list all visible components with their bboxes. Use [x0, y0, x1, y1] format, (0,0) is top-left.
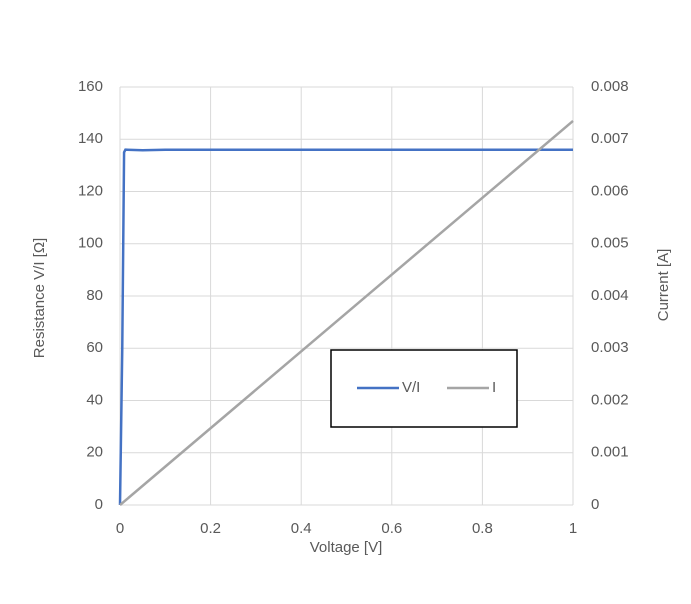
x-tick-label: 0: [116, 520, 124, 537]
x-tick-label: 0.2: [200, 520, 221, 537]
x-tick-label: 1: [569, 520, 577, 537]
y2-axis-title: Current [A]: [655, 249, 672, 322]
y-tick-label: 80: [86, 287, 103, 304]
y-tick-label: 60: [86, 339, 103, 356]
legend-label: V/I: [402, 379, 420, 396]
x-tick-label: 0.6: [381, 520, 402, 537]
y2-tick-label: 0.008: [591, 78, 629, 95]
y2-tick-label: 0.005: [591, 235, 629, 252]
y-tick-label: 0: [95, 496, 103, 513]
y-tick-label: 140: [78, 130, 103, 147]
legend-label: I: [492, 379, 496, 396]
y2-tick-label: 0.003: [591, 339, 629, 356]
y-tick-label: 160: [78, 78, 103, 95]
x-tick-label: 0.8: [472, 520, 493, 537]
y2-tick-label: 0: [591, 496, 599, 513]
y-tick-label: 20: [86, 444, 103, 461]
y2-tick-label: 0.004: [591, 287, 629, 304]
y-tick-label: 100: [78, 235, 103, 252]
x-axis-title: Voltage [V]: [310, 539, 383, 556]
x-tick-label: 0.4: [291, 520, 312, 537]
y-tick-label: 120: [78, 182, 103, 199]
y-tick-label: 40: [86, 391, 103, 408]
y2-tick-label: 0.006: [591, 182, 629, 199]
y-axis-title: Resistance V/I [Ω]: [31, 238, 48, 358]
y2-tick-label: 0.002: [591, 391, 629, 408]
series-line: [119, 120, 574, 506]
y2-tick-label: 0.001: [591, 444, 629, 461]
series-line: [118, 148, 573, 506]
y2-tick-label: 0.007: [591, 130, 629, 147]
